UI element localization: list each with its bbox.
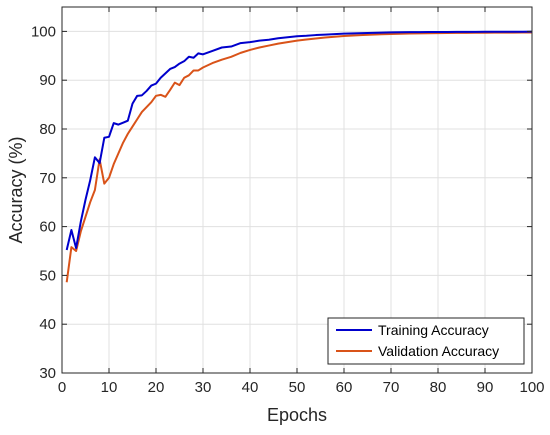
legend-validation-label: Validation Accuracy [378,343,499,359]
y-tick-label: 80 [39,121,56,138]
legend: Training Accuracy Validation Accuracy [327,317,525,365]
y-tick-label: 40 [39,316,56,333]
series-layer [65,30,533,283]
y-tick-label: 60 [39,219,56,236]
x-tick-label: 40 [242,379,259,396]
x-tick-label: 60 [336,379,353,396]
x-tick-label: 10 [101,379,118,396]
x-tick-label: 80 [430,379,447,396]
tick-labels: 0 10 20 30 40 50 60 70 80 90 100 30 40 50 60 70 80 90 100 [31,23,545,396]
x-axis-label: Epochs [267,405,327,425]
x-tick-label: 50 [289,379,306,396]
y-axis-label: Accuracy (%) [6,136,26,243]
x-tick-label: 0 [58,379,66,396]
x-tick-label: 100 [519,379,544,396]
legend-box [327,317,525,365]
y-tick-label: 70 [39,170,56,187]
x-tick-label: 30 [195,379,212,396]
x-tick-label: 20 [148,379,165,396]
x-tick-label: 90 [477,379,494,396]
y-tick-label: 30 [39,365,56,382]
legend-training-label: Training Accuracy [378,322,489,338]
tick-marks [61,7,533,374]
y-tick-label: 50 [39,267,56,284]
x-tick-label: 70 [383,379,400,396]
validation-accuracy-line [65,31,533,283]
y-tick-label: 90 [39,72,56,89]
training-accuracy-line [65,30,533,251]
y-tick-label: 100 [31,23,56,40]
